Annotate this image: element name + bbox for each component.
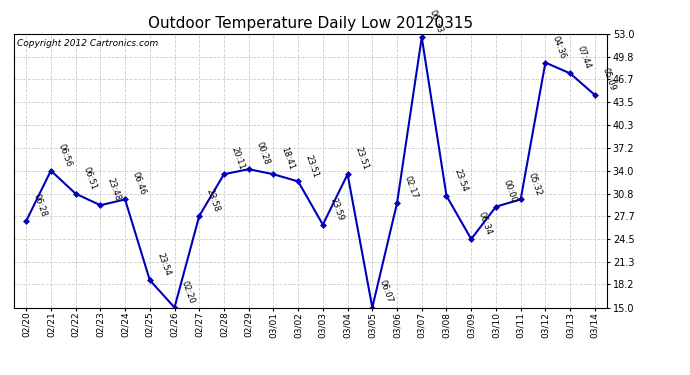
Text: 07:44: 07:44 [575, 45, 592, 70]
Text: 20:11: 20:11 [230, 146, 246, 171]
Text: 23:59: 23:59 [328, 196, 345, 222]
Text: 04:36: 04:36 [551, 34, 568, 60]
Text: 02:17: 02:17 [402, 175, 420, 200]
Text: 00:28: 00:28 [254, 141, 271, 166]
Text: 06:34: 06:34 [477, 211, 493, 236]
Text: 00:00: 00:00 [502, 178, 518, 204]
Text: 23:51: 23:51 [353, 146, 370, 171]
Text: Copyright 2012 Cartronics.com: Copyright 2012 Cartronics.com [17, 39, 158, 48]
Text: 23:51: 23:51 [304, 153, 320, 178]
Text: 23:48: 23:48 [106, 177, 123, 203]
Text: 23:58: 23:58 [205, 188, 221, 213]
Text: 06:28: 06:28 [32, 193, 48, 218]
Text: 05:09: 05:09 [600, 67, 617, 92]
Text: 06:07: 06:07 [378, 279, 395, 305]
Text: 06:51: 06:51 [81, 165, 98, 191]
Text: 06:46: 06:46 [130, 171, 147, 196]
Text: 02:20: 02:20 [180, 279, 197, 305]
Text: 06:56: 06:56 [57, 142, 73, 168]
Title: Outdoor Temperature Daily Low 20120315: Outdoor Temperature Daily Low 20120315 [148, 16, 473, 31]
Text: 23:54: 23:54 [452, 168, 469, 193]
Text: 18:41: 18:41 [279, 146, 295, 171]
Text: 05:32: 05:32 [526, 171, 543, 196]
Text: 23:54: 23:54 [155, 252, 172, 278]
Text: 06:33: 06:33 [427, 9, 444, 34]
